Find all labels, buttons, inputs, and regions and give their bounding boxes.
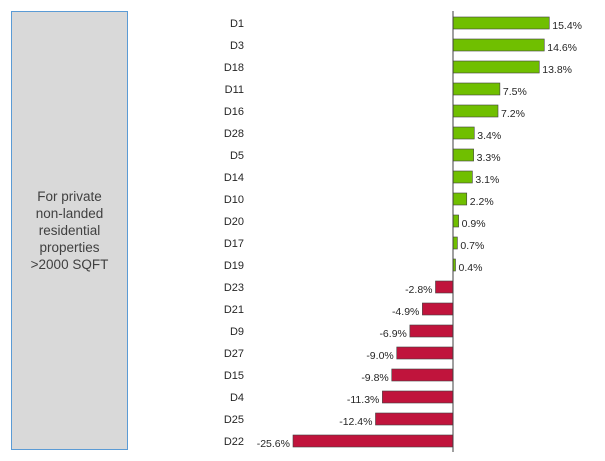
value-label-d21: -4.9% — [392, 306, 419, 318]
value-label-d15: -9.8% — [361, 372, 388, 384]
value-label-d25: -12.4% — [339, 416, 372, 428]
category-label-d14: D14 — [224, 172, 244, 184]
bar-d16 — [452, 104, 499, 118]
value-label-d22: -25.6% — [257, 438, 290, 450]
category-label-d19: D19 — [224, 260, 244, 272]
category-label-d21: D21 — [224, 304, 244, 316]
note-line-3: residential — [38, 223, 101, 238]
bar-d27 — [396, 346, 454, 360]
note-line-2: non-landed — [35, 206, 104, 221]
value-label-d16: 7.2% — [501, 108, 525, 120]
category-label-d10: D10 — [224, 194, 244, 206]
bar-d4 — [382, 390, 454, 404]
note-line-1: For private — [37, 189, 102, 204]
category-label-d3: D3 — [230, 40, 244, 52]
note-line-4: properties — [39, 240, 100, 255]
value-label-d10: 2.2% — [470, 196, 494, 208]
category-label-d16: D16 — [224, 106, 244, 118]
bar-d14 — [452, 170, 473, 184]
value-label-d23: -2.8% — [405, 284, 432, 296]
category-label-d15: D15 — [224, 370, 244, 382]
value-label-d28: 3.4% — [477, 130, 501, 142]
value-label-d27: -9.0% — [366, 350, 393, 362]
bar-d21 — [422, 302, 454, 316]
category-label-d5: D5 — [230, 150, 244, 162]
note-box: For private non-landed residential prope… — [11, 11, 128, 450]
bar-d22 — [292, 434, 454, 448]
bar-d3 — [452, 38, 545, 52]
value-label-d14: 3.1% — [475, 174, 499, 186]
bar-d15 — [391, 368, 454, 382]
value-label-d9: -6.9% — [379, 328, 406, 340]
bar-d18 — [452, 60, 540, 74]
note-text: For private non-landed residential prope… — [12, 188, 127, 273]
bar-d20 — [452, 214, 459, 228]
value-label-d18: 13.8% — [542, 64, 572, 76]
category-label-d22: D22 — [224, 436, 244, 448]
bar-d9 — [409, 324, 454, 338]
category-label-d20: D20 — [224, 216, 244, 228]
category-label-d27: D27 — [224, 348, 244, 360]
value-label-d5: 3.3% — [477, 152, 501, 164]
category-label-d18: D18 — [224, 62, 244, 74]
category-label-d9: D9 — [230, 326, 244, 338]
category-label-d25: D25 — [224, 414, 244, 426]
category-label-d23: D23 — [224, 282, 244, 294]
value-labels-group: 15.4% 14.6% 13.8% 7.5% 7.2%3.4% 3.3% 3.1% 2.2% 0… — [257, 20, 582, 450]
value-label-d3: 14.6% — [547, 42, 577, 54]
value-label-d17: 0.7% — [460, 240, 484, 252]
note-line-5: >2000 SQFT — [30, 257, 109, 272]
bar-d28 — [452, 126, 475, 140]
category-label-d28: D28 — [224, 128, 244, 140]
bar-d5 — [452, 148, 474, 162]
bars-group — [292, 16, 550, 448]
bar-d25 — [375, 412, 454, 426]
category-labels-group: D1 D3 D18 D11 D16 D28 D5 D14 D10 D20 D17 D19 D23 D21 D… — [224, 18, 244, 448]
category-label-d1: D1 — [230, 18, 244, 30]
bar-d23 — [435, 280, 454, 294]
value-label-d20: 0.9% — [462, 218, 486, 230]
category-label-d11: D11 — [225, 84, 244, 96]
bar-d1 — [452, 16, 550, 30]
value-label-d11: 7.5% — [503, 86, 527, 98]
category-label-d4: D4 — [230, 392, 244, 404]
value-label-d1: 15.4% — [552, 20, 582, 32]
value-label-d4: -11.3% — [347, 394, 380, 406]
bar-d17 — [452, 236, 458, 250]
bar-d11 — [452, 82, 501, 96]
value-label-d19: 0.4% — [459, 262, 483, 274]
category-label-d17: D17 — [224, 238, 244, 250]
bar-d10 — [452, 192, 468, 206]
